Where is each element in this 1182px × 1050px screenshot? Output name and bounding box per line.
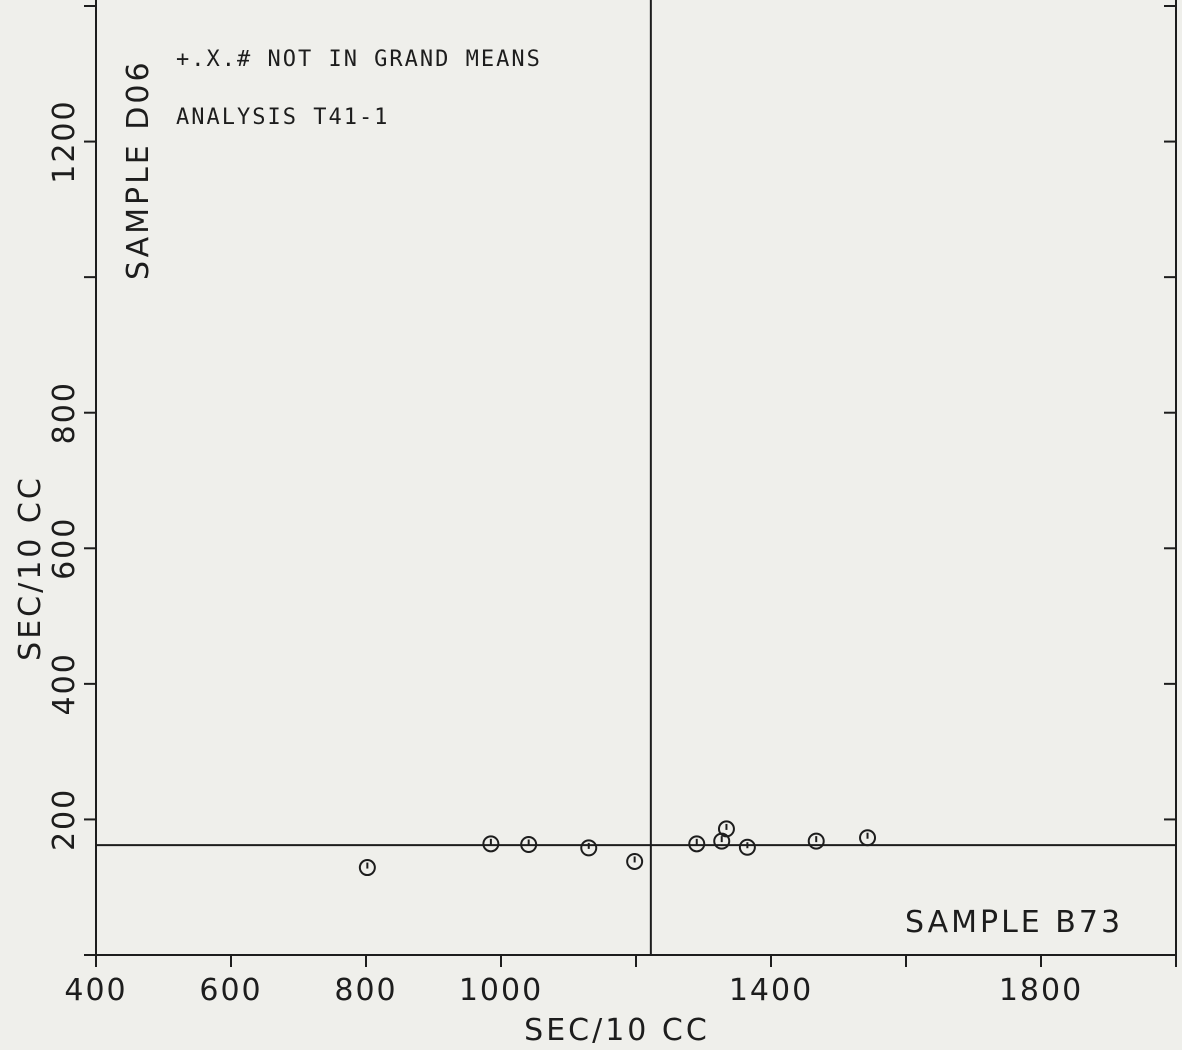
- data-point-circle: [626, 852, 644, 870]
- data-point-circle: [688, 835, 706, 853]
- data-point-8: [717, 820, 735, 838]
- data-point-circle: [482, 835, 500, 853]
- y-tick-label-400: 400: [47, 652, 82, 715]
- data-point-11: [859, 829, 877, 847]
- y-tick-label-600: 600: [47, 517, 82, 580]
- data-point-4: [580, 839, 598, 857]
- y-tick-label-1200: 1200: [47, 99, 82, 183]
- data-point-circle: [738, 838, 756, 856]
- x-tick-label-1000: 1000: [459, 973, 543, 1008]
- data-point-3: [520, 836, 538, 854]
- data-point-circle: [717, 820, 735, 838]
- x-tick-label-400: 400: [64, 973, 127, 1008]
- analysis-label: ANALYSIS T41-1: [176, 105, 389, 130]
- note-not-in-grand-means: +.X.# NOT IN GRAND MEANS: [176, 47, 542, 72]
- y-tick-label-200: 200: [47, 788, 82, 851]
- x-tick-label-600: 600: [199, 973, 262, 1008]
- data-point-circle: [520, 836, 538, 854]
- tick-labels: 400 600 800 1000 1400 1800 200 400 600 800 1200: [47, 99, 1083, 1008]
- data-point-circle: [358, 859, 376, 877]
- plot-border: [95, 0, 1177, 956]
- x-tick-label-1400: 1400: [729, 973, 813, 1008]
- data-point-circle: [859, 829, 877, 847]
- y-tick-label-800: 800: [47, 381, 82, 444]
- data-point-10: [807, 832, 825, 850]
- x-tick-label-1800: 1800: [999, 973, 1083, 1008]
- data-point-circle: [807, 832, 825, 850]
- data-point-9: [738, 838, 756, 856]
- data-point-2: [482, 835, 500, 853]
- x-sample-label: SAMPLE B73: [905, 905, 1123, 940]
- x-axis-title: SEC/10 CC: [524, 1013, 710, 1048]
- data-point-1: [358, 859, 376, 877]
- x-tick-label-800: 800: [334, 973, 397, 1008]
- plot-frame: [95, 0, 1177, 956]
- data-point-5: [626, 852, 644, 870]
- reference-lines: [96, 0, 1176, 955]
- axis-ticks: [84, 5, 1177, 967]
- data-point-6: [688, 835, 706, 853]
- y-sample-label: SAMPLE D06: [121, 59, 156, 280]
- data-point-circle: [580, 839, 598, 857]
- data-points: [358, 820, 877, 877]
- y-axis-title: SEC/10 CC: [13, 475, 48, 661]
